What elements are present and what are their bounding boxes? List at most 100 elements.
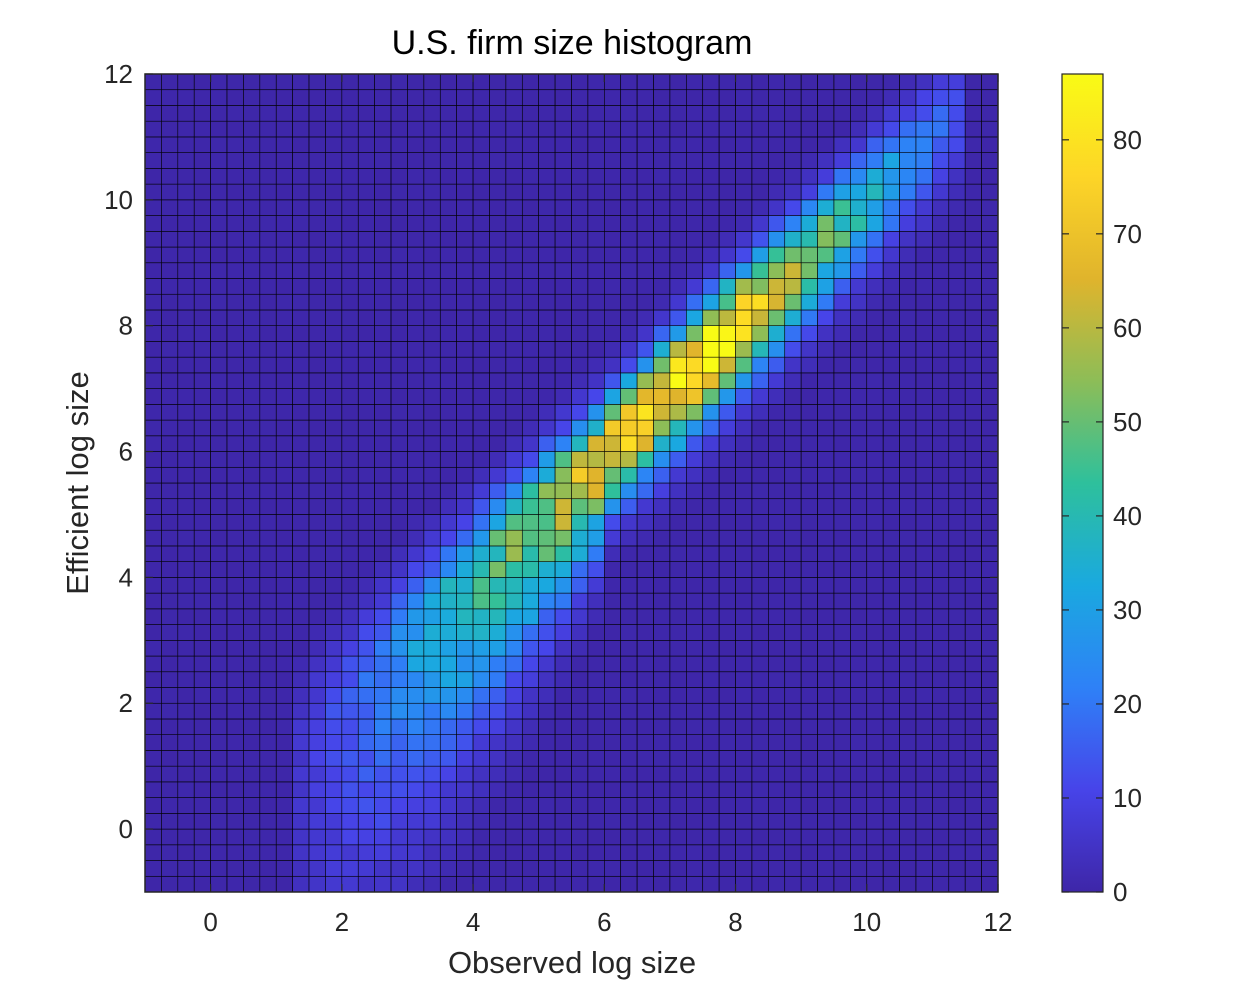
heatmap-cell bbox=[275, 592, 293, 610]
heatmap-cell bbox=[390, 797, 408, 814]
heatmap-cell bbox=[981, 293, 999, 311]
heatmap-cell bbox=[718, 797, 736, 814]
heatmap-cell bbox=[292, 797, 310, 814]
heatmap-cell bbox=[439, 215, 457, 232]
heatmap-cell bbox=[554, 451, 572, 468]
heatmap-cell bbox=[751, 561, 769, 578]
heatmap-cell bbox=[981, 199, 999, 216]
heatmap-cell bbox=[505, 168, 523, 185]
heatmap-cell bbox=[587, 671, 605, 688]
heatmap-cell bbox=[308, 388, 326, 405]
heatmap-cell bbox=[292, 844, 310, 861]
heatmap-cell bbox=[620, 844, 638, 861]
heatmap-cell bbox=[210, 356, 228, 374]
heatmap-cell bbox=[866, 293, 884, 311]
heatmap-cell bbox=[751, 231, 769, 248]
heatmap-cell bbox=[505, 278, 523, 295]
heatmap-cell bbox=[177, 561, 195, 578]
heatmap-cell bbox=[866, 640, 884, 657]
heatmap-cell bbox=[193, 262, 211, 279]
heatmap-cell bbox=[800, 136, 818, 153]
heatmap-cell bbox=[390, 356, 408, 374]
heatmap-cell bbox=[784, 152, 802, 169]
heatmap-cell bbox=[439, 168, 457, 185]
heatmap-cell bbox=[193, 89, 211, 106]
heatmap-cell bbox=[472, 293, 490, 311]
heatmap-cell bbox=[341, 702, 359, 720]
heatmap-cell bbox=[554, 372, 572, 389]
heatmap-cell bbox=[210, 451, 228, 468]
heatmap-cell bbox=[817, 860, 835, 877]
heatmap-cell bbox=[554, 498, 572, 515]
heatmap-cell bbox=[226, 592, 244, 610]
heatmap-cell bbox=[932, 168, 950, 185]
heatmap-cell bbox=[177, 419, 195, 437]
heatmap-cell bbox=[833, 718, 851, 735]
heatmap-cell bbox=[817, 73, 835, 91]
heatmap-cell bbox=[604, 828, 622, 846]
heatmap-cell bbox=[653, 168, 671, 185]
heatmap-cell bbox=[193, 561, 211, 578]
heatmap-cell bbox=[472, 388, 490, 405]
heatmap-cell bbox=[768, 875, 786, 893]
heatmap-cell bbox=[981, 765, 999, 783]
heatmap-cell bbox=[833, 671, 851, 688]
heatmap-cell bbox=[243, 813, 261, 830]
heatmap-cell bbox=[407, 199, 425, 216]
heatmap-cell bbox=[390, 844, 408, 861]
heatmap-cell bbox=[161, 813, 179, 830]
heatmap-cell bbox=[587, 655, 605, 673]
heatmap-cell bbox=[636, 89, 654, 106]
heatmap-cell bbox=[390, 419, 408, 437]
heatmap-cell bbox=[653, 655, 671, 673]
heatmap-cell bbox=[948, 765, 966, 783]
heatmap-cell bbox=[226, 404, 244, 421]
heatmap-cell bbox=[620, 608, 638, 625]
heatmap-cell bbox=[407, 781, 425, 798]
heatmap-cell bbox=[768, 624, 786, 641]
heatmap-cell bbox=[275, 451, 293, 468]
heatmap-cell bbox=[374, 828, 392, 846]
heatmap-cell bbox=[521, 199, 539, 216]
heatmap-cell bbox=[751, 372, 769, 389]
heatmap-cell bbox=[226, 451, 244, 468]
heatmap-cell bbox=[275, 404, 293, 421]
heatmap-cell bbox=[686, 860, 704, 877]
heatmap-cell bbox=[505, 545, 523, 562]
heatmap-cell bbox=[407, 624, 425, 641]
heatmap-cell bbox=[686, 388, 704, 405]
heatmap-cell bbox=[702, 120, 720, 138]
heatmap-cell bbox=[932, 718, 950, 735]
heatmap-cell bbox=[161, 152, 179, 169]
heatmap-cell bbox=[636, 136, 654, 153]
heatmap-cell bbox=[423, 372, 441, 389]
heatmap-cell bbox=[423, 325, 441, 342]
heatmap-cell bbox=[669, 529, 687, 547]
heatmap-cell bbox=[981, 73, 999, 91]
heatmap-cell bbox=[768, 404, 786, 421]
heatmap-cell bbox=[456, 199, 474, 216]
heatmap-cell bbox=[144, 514, 162, 531]
heatmap-cell bbox=[882, 813, 900, 830]
heatmap-cell bbox=[210, 640, 228, 657]
heatmap-cell bbox=[177, 278, 195, 295]
heatmap-cell bbox=[505, 404, 523, 421]
heatmap-cell bbox=[193, 640, 211, 657]
heatmap-cell bbox=[456, 356, 474, 374]
heatmap-cell bbox=[620, 561, 638, 578]
heatmap-cell bbox=[325, 278, 343, 295]
heatmap-cell bbox=[439, 246, 457, 264]
heatmap-cell bbox=[243, 734, 261, 751]
heatmap-cell bbox=[751, 325, 769, 342]
heatmap-cell bbox=[768, 466, 786, 484]
heatmap-cell bbox=[554, 687, 572, 704]
heatmap-cell bbox=[915, 388, 933, 405]
heatmap-cell bbox=[620, 765, 638, 783]
heatmap-cell bbox=[226, 168, 244, 185]
heatmap-cell bbox=[882, 246, 900, 264]
heatmap-cell bbox=[472, 183, 490, 201]
heatmap-cell bbox=[850, 388, 868, 405]
heatmap-cell bbox=[505, 514, 523, 531]
heatmap-cell bbox=[325, 152, 343, 169]
heatmap-cell bbox=[653, 797, 671, 814]
